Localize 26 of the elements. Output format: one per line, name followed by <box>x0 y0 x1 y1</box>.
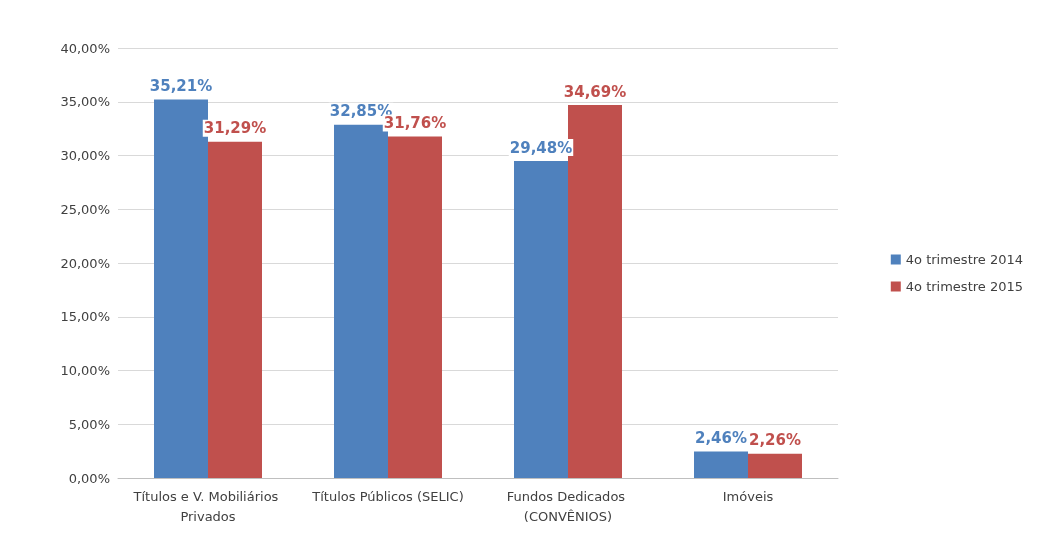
data-label: 34,69% <box>563 82 627 101</box>
bar <box>514 161 568 478</box>
bar <box>388 136 442 478</box>
data-label: 29,48% <box>509 138 573 157</box>
data-label: 2,46% <box>694 429 748 448</box>
bar <box>748 453 802 478</box>
y-tick-label: 15,00% <box>60 309 110 325</box>
legend-label: 4o trimestre 2015 <box>905 279 1023 294</box>
data-label: 35,21% <box>149 76 213 95</box>
y-tick-label: 20,00% <box>60 255 110 271</box>
legend-label: 4o trimestre 2014 <box>905 252 1023 267</box>
x-tick-label: Títulos Públicos (SELIC) <box>311 488 464 504</box>
y-tick-label: 30,00% <box>60 148 110 163</box>
bar <box>208 141 262 478</box>
y-tick-label: 0,00% <box>68 470 110 486</box>
bar <box>694 451 748 478</box>
y-tick-label: 5,00% <box>68 416 110 432</box>
x-tick-label: Imóveis <box>722 488 774 504</box>
data-label: 31,29% <box>203 119 267 138</box>
y-tick-label: 40,00% <box>60 40 110 56</box>
y-tick-label: 35,00% <box>60 94 110 110</box>
x-tick-label: Títulos e V. Mobiliários Privados <box>132 488 283 524</box>
y-tick-label: 25,00% <box>60 201 110 217</box>
x-tick-label: Fundos Dedicados (CONVÊNIOS) <box>506 488 630 524</box>
y-tick-label: 10,00% <box>60 363 110 378</box>
data-label: 2,26% <box>748 431 802 450</box>
